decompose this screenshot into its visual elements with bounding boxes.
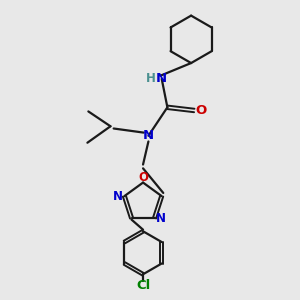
Text: N: N — [156, 72, 167, 86]
Text: N: N — [156, 212, 166, 224]
Text: O: O — [196, 104, 207, 117]
Text: N: N — [143, 129, 154, 142]
Text: N: N — [113, 190, 123, 202]
Text: O: O — [138, 171, 148, 184]
Text: Cl: Cl — [136, 279, 150, 292]
Text: H: H — [146, 72, 156, 86]
